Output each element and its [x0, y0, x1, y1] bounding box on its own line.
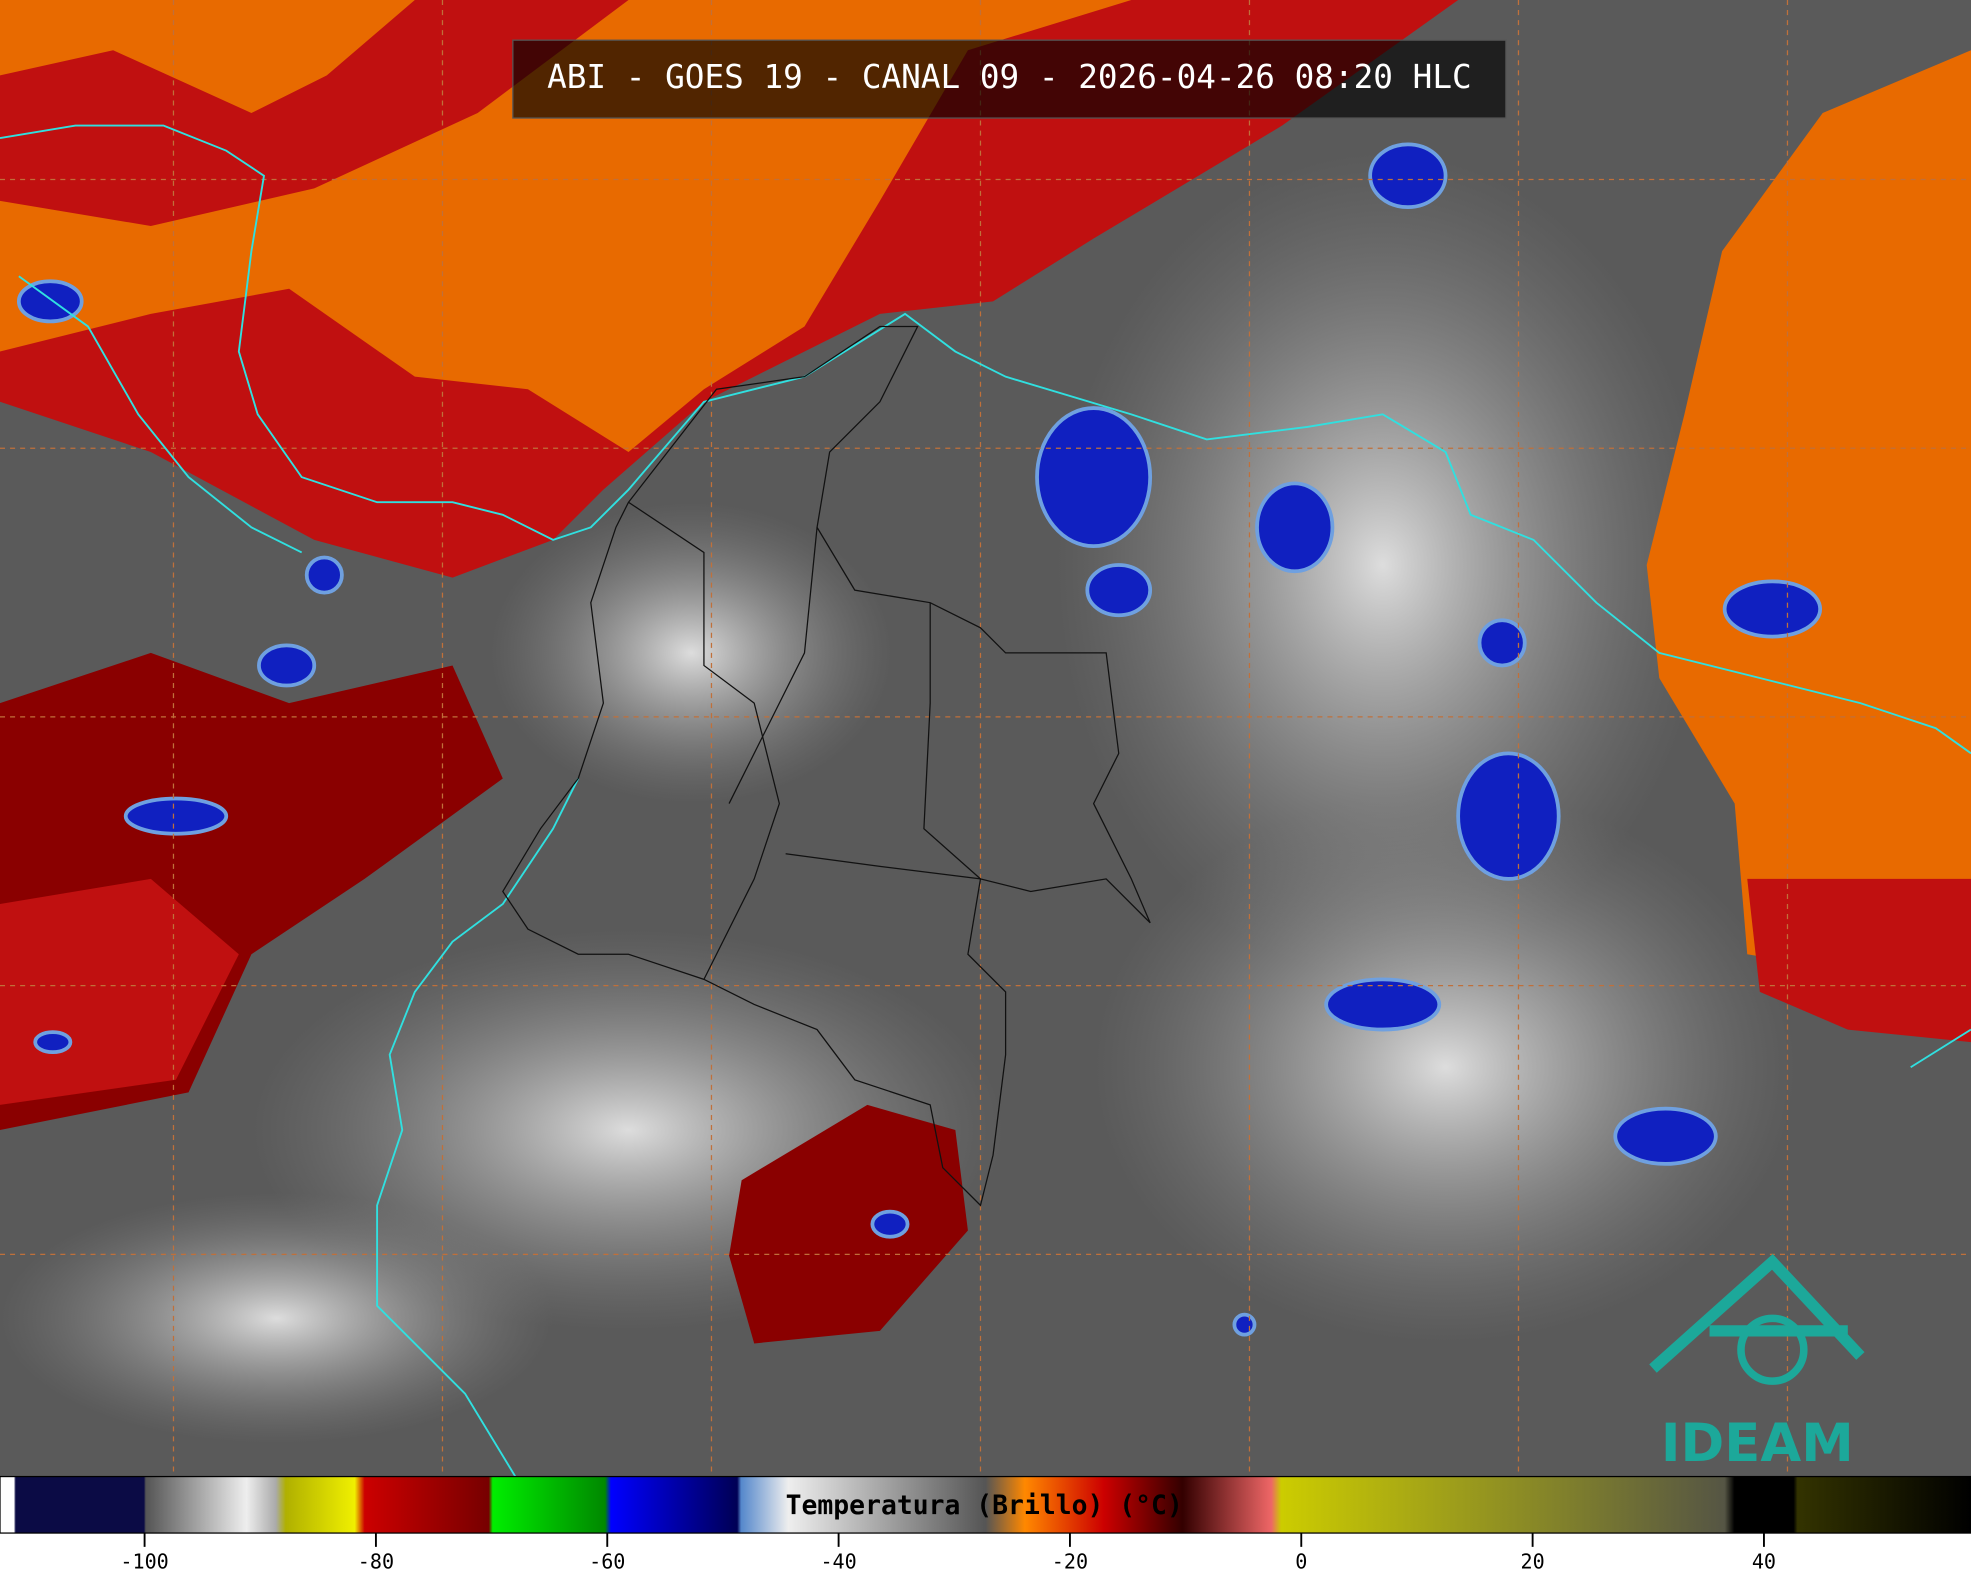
- tick-label: 40: [1752, 1550, 1776, 1574]
- colorbar: [0, 1475, 1971, 1534]
- title: ABI - GOES 19 - CANAL 09 - 2026-04-26 08…: [547, 58, 1472, 96]
- convective-cores: [16, 142, 1823, 1337]
- tick-label: 20: [1521, 1550, 1545, 1574]
- tick-label: -20: [1052, 1550, 1088, 1574]
- logo-mark: [1649, 1253, 1865, 1373]
- colorbar-label: Temperatura (Brillo) (°C): [786, 1491, 1183, 1521]
- tick-label: 0: [1295, 1550, 1307, 1574]
- logo: IDEAM: [1649, 1253, 1865, 1474]
- tick-label: -100: [120, 1550, 168, 1574]
- colorbar-ticks: -100 -80 -60 -40 -20 0 20 40: [120, 1533, 1776, 1574]
- tick-label: -60: [589, 1550, 625, 1574]
- logo-swirl: [1737, 1314, 1808, 1385]
- title-box: [512, 39, 1507, 119]
- country-borders: [502, 325, 1151, 1207]
- lat-lon-grid: [0, 0, 1971, 1477]
- tick-label: -40: [820, 1550, 856, 1574]
- tick-label: -80: [358, 1550, 394, 1574]
- logo-text: IDEAM: [1661, 1413, 1854, 1474]
